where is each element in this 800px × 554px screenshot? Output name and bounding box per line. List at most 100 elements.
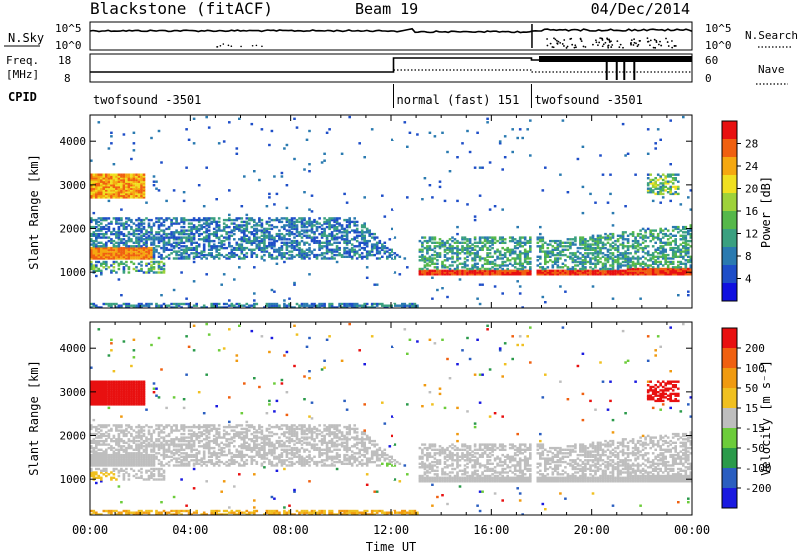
- velocity-cell: [130, 399, 133, 403]
- power-cell: [649, 259, 652, 262]
- power-cell: [152, 224, 156, 227]
- power-cell: [375, 283, 379, 286]
- nsearch-point: [582, 45, 585, 48]
- power-cell: [145, 232, 148, 236]
- velocity-cell: [95, 462, 98, 465]
- power-cell: [107, 184, 111, 187]
- power-cell: [539, 232, 542, 236]
- power-cell: [476, 131, 479, 134]
- velocity-cell: [100, 391, 103, 394]
- power-cell: [110, 196, 113, 199]
- power-cell: [616, 239, 620, 243]
- power-cell: [518, 243, 522, 246]
- power-cell: [551, 271, 555, 274]
- freq-trace: [90, 56, 692, 80]
- power-cell: [559, 257, 562, 260]
- power-cell: [157, 245, 161, 248]
- power-cell: [621, 241, 625, 244]
- power-cell: [348, 231, 351, 234]
- power-cell: [328, 222, 331, 225]
- power-cell: [368, 232, 371, 236]
- power-cell: [222, 255, 226, 258]
- power-cell: [659, 177, 662, 180]
- power-cell: [486, 248, 489, 251]
- power-cell: [233, 246, 236, 250]
- power-cell: [586, 271, 590, 274]
- power-cell: [370, 128, 374, 131]
- power-cell: [516, 243, 519, 246]
- power-cell: [456, 255, 459, 258]
- power-cell: [137, 243, 141, 246]
- power-cell: [636, 273, 640, 276]
- power-cell: [172, 257, 176, 260]
- power-cell: [323, 220, 326, 224]
- power-cell: [478, 271, 482, 274]
- power-cell: [666, 229, 670, 232]
- power-cell: [677, 185, 680, 189]
- power-cell: [684, 238, 688, 241]
- power-cell: [300, 224, 304, 227]
- power-cell: [125, 180, 128, 183]
- power-cell: [90, 173, 93, 176]
- velocity-cell: [110, 399, 113, 403]
- velocity-cell: [122, 432, 126, 436]
- velocity-cell: [125, 429, 128, 432]
- power-cell: [195, 229, 198, 232]
- power-cell: [541, 269, 545, 272]
- power-cell: [268, 245, 271, 248]
- power-cell: [551, 245, 555, 248]
- power-cell: [671, 273, 675, 276]
- power-cell: [564, 271, 567, 274]
- power-cell: [574, 238, 577, 241]
- power-cell: [345, 304, 349, 307]
- power-cell: [589, 259, 592, 262]
- velocity-cell: [117, 457, 121, 460]
- power-cell: [511, 252, 514, 255]
- power-cell: [92, 304, 96, 307]
- power-cell: [120, 184, 123, 187]
- power-cell: [157, 260, 161, 264]
- power-cell: [293, 157, 296, 161]
- power-cell: [421, 253, 424, 257]
- power-cell: [243, 253, 246, 257]
- power-cell: [260, 229, 264, 232]
- power-cell: [656, 232, 660, 236]
- power-cell: [433, 253, 437, 257]
- nsearch-point: [601, 39, 604, 41]
- power-cell: [210, 304, 213, 307]
- velocity-cell: [95, 382, 98, 385]
- power-cell: [195, 225, 198, 229]
- y-tick-label: 4000: [60, 135, 87, 148]
- power-cell: [260, 234, 264, 237]
- power-cell: [350, 255, 354, 258]
- power-cell: [659, 201, 662, 204]
- power-cell: [431, 259, 434, 262]
- power-cell: [669, 232, 672, 236]
- velocity-cell: [102, 382, 106, 385]
- power-cell: [571, 271, 575, 274]
- power-cell: [288, 302, 291, 306]
- power-cell: [604, 259, 607, 262]
- power-cell: [511, 128, 514, 131]
- velocity-cell: [122, 394, 126, 397]
- power-cell: [293, 281, 296, 285]
- power-cell: [348, 248, 351, 251]
- power-cell: [616, 266, 620, 269]
- power-cell: [215, 248, 218, 251]
- power-cell: [105, 196, 108, 199]
- power-cell: [117, 178, 121, 182]
- power-cell: [100, 191, 103, 194]
- power-cell: [135, 248, 138, 251]
- power-cell: [303, 217, 306, 220]
- power-cell: [100, 185, 103, 189]
- power-cell: [466, 248, 469, 251]
- power-cell: [170, 222, 173, 225]
- velocity-cell: [107, 392, 111, 396]
- power-cell: [95, 196, 98, 199]
- power-cell: [97, 232, 101, 236]
- nsearch-point: [565, 47, 568, 49]
- power-cell: [132, 131, 136, 134]
- velocity-cell: [92, 455, 96, 458]
- velocity-cell: [90, 403, 93, 406]
- power-cell: [253, 234, 256, 237]
